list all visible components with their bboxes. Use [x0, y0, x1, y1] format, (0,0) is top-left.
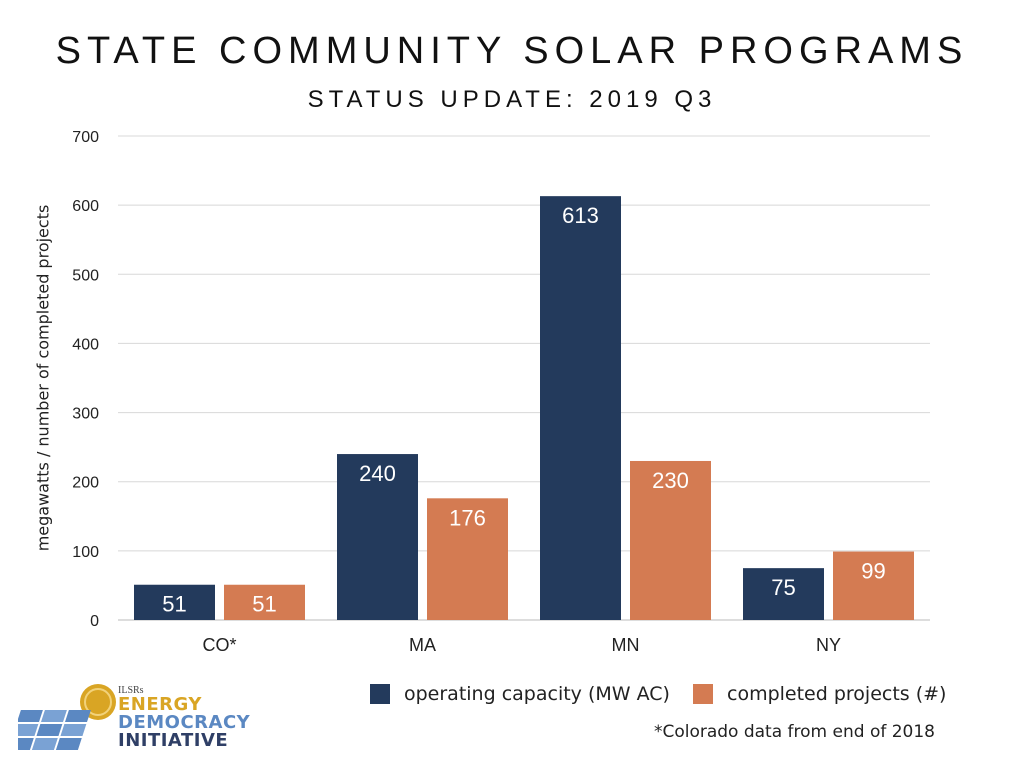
- bar: [833, 551, 914, 620]
- energy-democracy-logo: [18, 684, 116, 750]
- data-label: 51: [162, 592, 186, 617]
- bar: [743, 568, 824, 620]
- y-tick-label: 300: [72, 406, 99, 423]
- y-tick-label: 700: [72, 129, 99, 146]
- data-label: 51: [252, 592, 276, 617]
- data-label: 240: [359, 461, 396, 486]
- logo-text: ILSRs ENERGY DEMOCRACY INITIATIVE: [118, 686, 250, 750]
- y-axis-label: megawatts / number of completed projects: [33, 204, 53, 552]
- legend-swatch-completed: [693, 684, 713, 704]
- bar: [427, 498, 508, 620]
- solar-panel-icon: [18, 710, 91, 750]
- y-tick-label: 600: [72, 198, 99, 215]
- legend-item-operating: operating capacity (MW AC): [370, 683, 670, 705]
- legend-label-completed: completed projects (#): [727, 683, 947, 705]
- y-tick-label: 100: [72, 544, 99, 561]
- legend-label-operating: operating capacity (MW AC): [404, 683, 670, 705]
- x-tick-label: CO*: [202, 635, 236, 655]
- legend-swatch-operating: [370, 684, 390, 704]
- bar: [224, 584, 305, 620]
- logo-line-energy: ENERGY: [118, 694, 202, 715]
- data-label: 176: [449, 505, 486, 530]
- bar-chart: 0 100 200 300 400 500 600 700 51 51 CO* 240 176 MA 613…: [72, 129, 930, 655]
- chart-title: STATE COMMUNITY SOLAR PROGRAMS: [55, 30, 969, 72]
- logo-line-democracy: DEMOCRACY: [118, 712, 251, 733]
- chart-subtitle: STATUS UPDATE: 2019 Q3: [307, 86, 717, 113]
- x-tick-label: NY: [816, 635, 841, 655]
- bar: [540, 196, 621, 620]
- logo-line-initiative: INITIATIVE: [118, 730, 229, 751]
- y-tick-label: 200: [72, 475, 99, 492]
- data-label: 75: [771, 575, 795, 600]
- y-tick-label: 0: [90, 613, 99, 630]
- data-label: 230: [652, 468, 689, 493]
- footnote: *Colorado data from end of 2018: [653, 722, 935, 742]
- logo-org: ILSRs: [118, 685, 144, 696]
- legend-item-completed: completed projects (#): [693, 683, 946, 705]
- y-tick-label: 500: [72, 267, 99, 284]
- data-label: 99: [861, 559, 885, 584]
- data-label: 613: [562, 203, 599, 228]
- bar: [134, 584, 215, 620]
- y-tick-label: 400: [72, 336, 99, 353]
- x-tick-label: MA: [409, 635, 436, 655]
- x-tick-label: MN: [612, 635, 640, 655]
- bar: [630, 460, 711, 620]
- bar: [337, 454, 418, 620]
